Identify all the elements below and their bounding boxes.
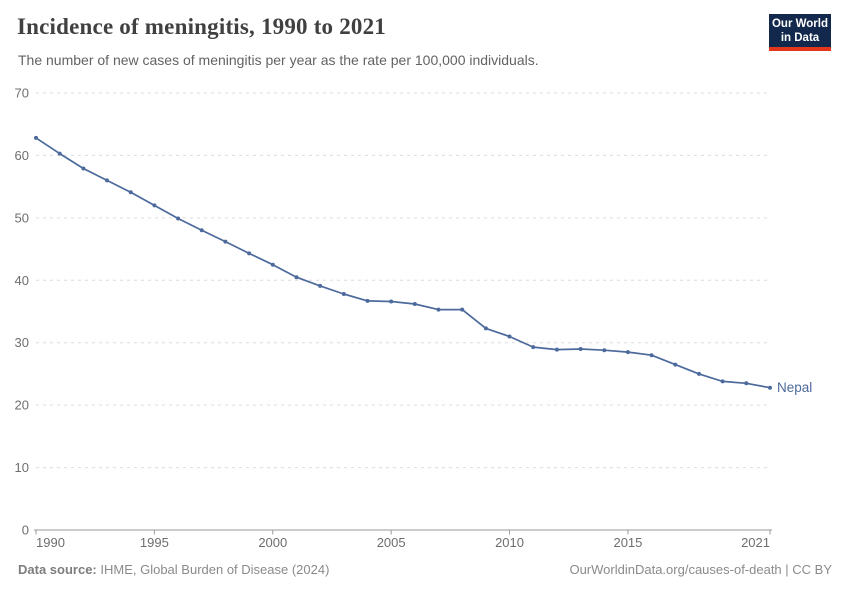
- data-point[interactable]: [578, 347, 583, 351]
- owid-logo-line1: Our World: [771, 17, 828, 30]
- license-link[interactable]: OurWorldinData.org/causes-of-death | CC …: [569, 562, 832, 577]
- x-tick-label: 1990: [36, 535, 65, 550]
- data-point[interactable]: [436, 307, 441, 312]
- data-point[interactable]: [412, 302, 417, 306]
- data-point[interactable]: [768, 385, 772, 390]
- data-point[interactable]: [697, 371, 701, 376]
- y-tick-label: 30: [15, 335, 29, 350]
- data-point[interactable]: [602, 348, 607, 353]
- data-point[interactable]: [744, 381, 749, 386]
- y-tick-label: 40: [15, 273, 29, 288]
- y-tick-label: 0: [22, 523, 29, 538]
- owid-logo[interactable]: Our World in Data: [769, 14, 831, 51]
- x-tick-label: 2005: [377, 535, 406, 550]
- data-point[interactable]: [34, 135, 38, 140]
- x-tick-label: 2015: [613, 535, 642, 550]
- data-point[interactable]: [81, 166, 86, 171]
- y-tick-label: 10: [15, 460, 29, 475]
- data-source-text: IHME, Global Burden of Disease (2024): [100, 562, 330, 577]
- chart-subtitle: The number of new cases of meningitis pe…: [18, 52, 539, 68]
- y-tick-label: 60: [15, 148, 29, 163]
- owid-logo-red-bar: [769, 47, 831, 51]
- data-point[interactable]: [176, 216, 181, 221]
- data-point[interactable]: [649, 353, 654, 358]
- data-point[interactable]: [128, 190, 133, 195]
- data-source-note: Data source: IHME, Global Burden of Dise…: [18, 562, 329, 577]
- data-point[interactable]: [318, 283, 323, 288]
- data-point[interactable]: [531, 345, 536, 350]
- data-point[interactable]: [270, 262, 275, 267]
- data-point[interactable]: [365, 298, 370, 303]
- data-point[interactable]: [625, 350, 630, 355]
- data-point[interactable]: [720, 379, 725, 384]
- x-tick-label: 2021: [741, 535, 770, 550]
- data-point[interactable]: [223, 239, 228, 244]
- data-line[interactable]: [35, 137, 771, 389]
- data-point[interactable]: [247, 251, 252, 256]
- page-title: Incidence of meningitis, 1990 to 2021: [17, 14, 386, 39]
- y-tick-label: 20: [15, 398, 29, 413]
- data-point[interactable]: [507, 334, 512, 339]
- data-point[interactable]: [554, 347, 559, 352]
- x-tick-label: 2000: [258, 535, 287, 550]
- data-point[interactable]: [673, 362, 678, 367]
- data-source-label: Data source:: [18, 562, 97, 577]
- chart-footer: Data source: IHME, Global Burden of Dise…: [18, 562, 832, 577]
- data-point[interactable]: [152, 203, 157, 208]
- data-point[interactable]: [105, 178, 109, 183]
- data-point[interactable]: [294, 275, 299, 280]
- series-end-label[interactable]: Nepal: [777, 380, 812, 395]
- data-point[interactable]: [389, 299, 394, 304]
- data-point[interactable]: [341, 292, 346, 296]
- data-point[interactable]: [460, 307, 465, 312]
- data-point[interactable]: [483, 326, 488, 331]
- x-tick-label: 2010: [495, 535, 524, 550]
- data-point[interactable]: [57, 151, 62, 156]
- y-tick-label: 50: [15, 210, 29, 225]
- y-tick-label: 70: [15, 86, 29, 101]
- x-tick-label: 1995: [140, 535, 169, 550]
- data-point[interactable]: [199, 228, 204, 233]
- owid-logo-line2: in Data: [780, 31, 820, 44]
